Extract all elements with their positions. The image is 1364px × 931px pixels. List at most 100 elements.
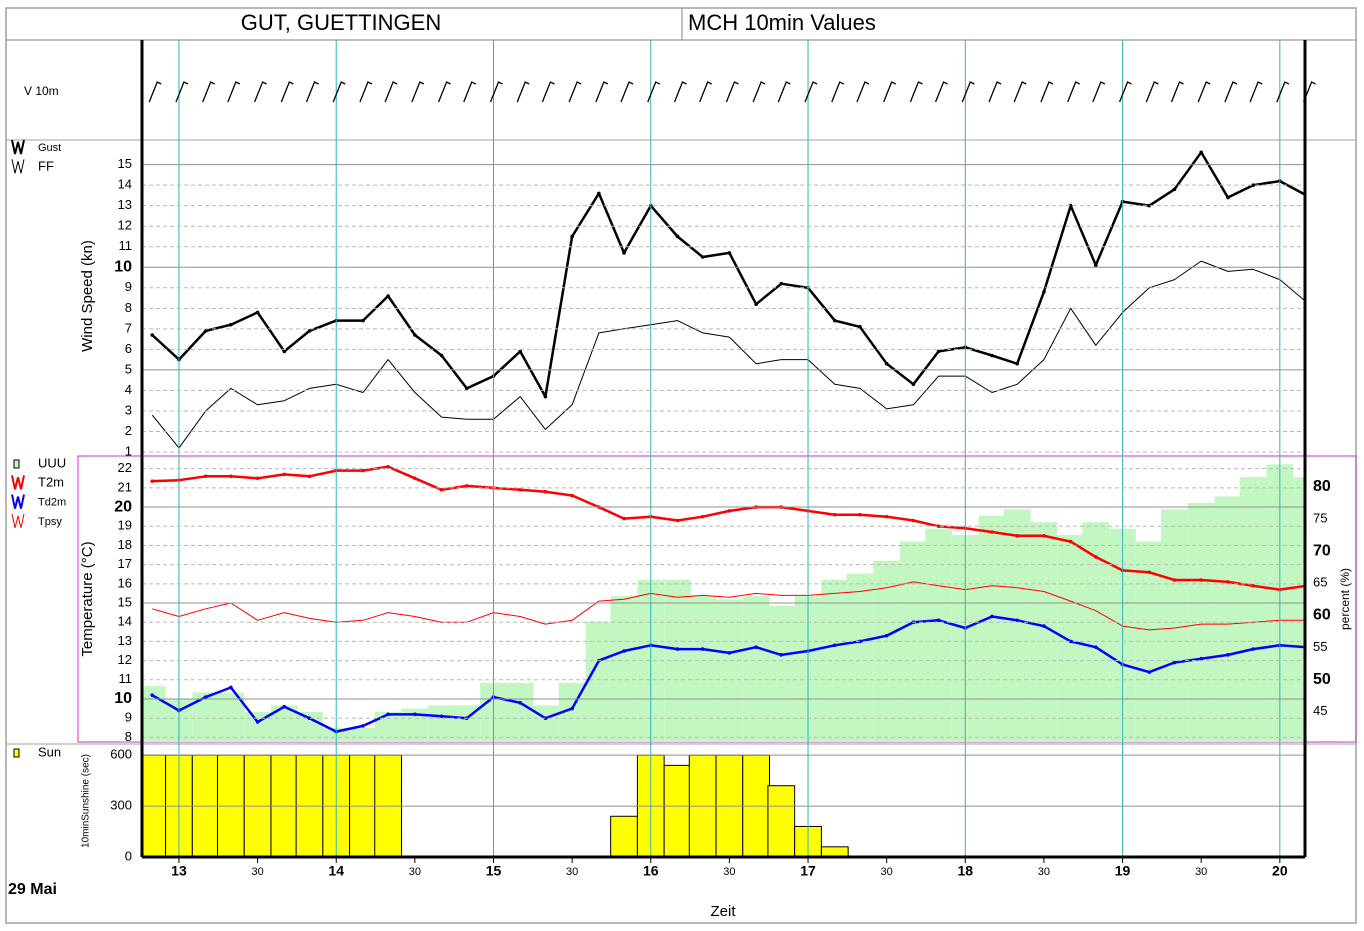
series-point — [884, 514, 889, 519]
y2-tick-label: 75 — [1313, 510, 1327, 525]
legend-icon — [11, 159, 25, 174]
series-point — [361, 724, 365, 728]
series-point — [413, 712, 417, 717]
series-point — [203, 329, 208, 333]
wind-barb — [961, 81, 975, 103]
wind-barb — [1170, 81, 1184, 103]
series-point — [518, 349, 523, 354]
y-tick-label: 12 — [118, 652, 132, 667]
series-point — [413, 476, 417, 481]
series-point — [1094, 555, 1098, 559]
y-tick-label: 20 — [114, 498, 132, 515]
series-point — [543, 489, 548, 494]
series-point — [936, 524, 941, 529]
y-tick-label: 22 — [118, 460, 132, 475]
wind-barb — [1067, 81, 1080, 103]
wind-barb — [988, 81, 1002, 103]
wind-barb — [699, 81, 712, 103]
bar — [1214, 496, 1242, 742]
series-point — [1226, 195, 1230, 200]
y-tick-label: 15 — [118, 156, 132, 171]
series-point — [464, 386, 469, 391]
y-tick-label: 15 — [118, 594, 132, 609]
legend-label: Tpsy — [38, 516, 62, 528]
series-point — [1042, 290, 1046, 294]
y-tick-label: 12 — [118, 218, 132, 233]
y2-tick-label: 45 — [1313, 703, 1327, 718]
series-point — [1172, 187, 1177, 192]
series-point — [1042, 624, 1046, 628]
wind-barb — [516, 81, 530, 103]
y-tick-label: 9 — [125, 279, 132, 294]
series-line — [151, 260, 1305, 449]
series-point — [439, 487, 444, 492]
series-point — [1094, 645, 1098, 649]
wind-barb — [909, 81, 923, 103]
y-tick-label: 13 — [118, 633, 132, 648]
series-point — [361, 468, 365, 473]
bar — [742, 596, 770, 742]
y-tick-label: 5 — [125, 361, 132, 376]
x-tick-label: 20 — [1272, 863, 1288, 879]
y2-tick-label: 70 — [1313, 542, 1331, 559]
y2-tick-label: 60 — [1313, 607, 1331, 624]
wind-barb — [332, 81, 346, 103]
bar — [1239, 477, 1267, 742]
series-point — [832, 643, 837, 648]
series-point — [361, 318, 365, 323]
series-point — [832, 512, 837, 517]
wind-barb — [1197, 81, 1211, 103]
series-point — [858, 512, 862, 517]
y-tick-label: 21 — [118, 479, 132, 494]
series-point — [386, 294, 390, 298]
wind-barb — [934, 81, 948, 103]
series-point — [1147, 570, 1152, 575]
series-point — [754, 302, 758, 307]
series-point — [675, 518, 680, 523]
series-point — [1251, 583, 1255, 588]
series-point — [203, 695, 208, 699]
series-point — [386, 464, 390, 469]
series-point — [1226, 653, 1230, 657]
series-point — [255, 310, 260, 315]
x-tick-label: 30 — [723, 866, 735, 878]
wind-barb — [305, 81, 319, 103]
y-axis-title: Temperature (°C) — [79, 541, 96, 656]
series-point — [990, 614, 994, 619]
series-point — [203, 474, 208, 479]
y-tick-label: 8 — [125, 300, 132, 315]
series-point — [1068, 539, 1073, 544]
wind-barb — [253, 81, 267, 103]
wind-barb — [148, 81, 162, 103]
series-point — [150, 479, 155, 483]
y2-tick-label: 55 — [1313, 639, 1327, 654]
y-tick-label: 0 — [125, 848, 132, 863]
series-point — [1172, 578, 1177, 582]
wind-barb — [647, 81, 661, 103]
series-point — [675, 234, 680, 239]
y-tick-label: 11 — [119, 238, 133, 253]
series-point — [754, 645, 758, 649]
legend-label: T2m — [38, 475, 64, 490]
series-point — [518, 487, 523, 492]
series-point — [229, 322, 233, 327]
y2-tick-label: 50 — [1313, 671, 1331, 688]
x-tick-label: 15 — [486, 863, 502, 879]
series-point — [229, 685, 233, 690]
y-tick-label: 16 — [118, 575, 132, 590]
series-point — [413, 333, 417, 337]
bar — [873, 560, 901, 742]
bar — [610, 815, 638, 857]
y-tick-label: 17 — [118, 556, 132, 571]
legend-label: Gust — [38, 142, 61, 154]
series-line — [152, 581, 1305, 631]
series-point — [1068, 203, 1073, 208]
series-point — [439, 353, 444, 358]
y-tick-label: 10 — [114, 258, 132, 275]
series-point — [1199, 578, 1204, 582]
wind-barb — [856, 81, 870, 103]
bar — [925, 528, 952, 742]
wind-barb — [489, 81, 503, 103]
y-tick-label: 19 — [118, 518, 132, 533]
